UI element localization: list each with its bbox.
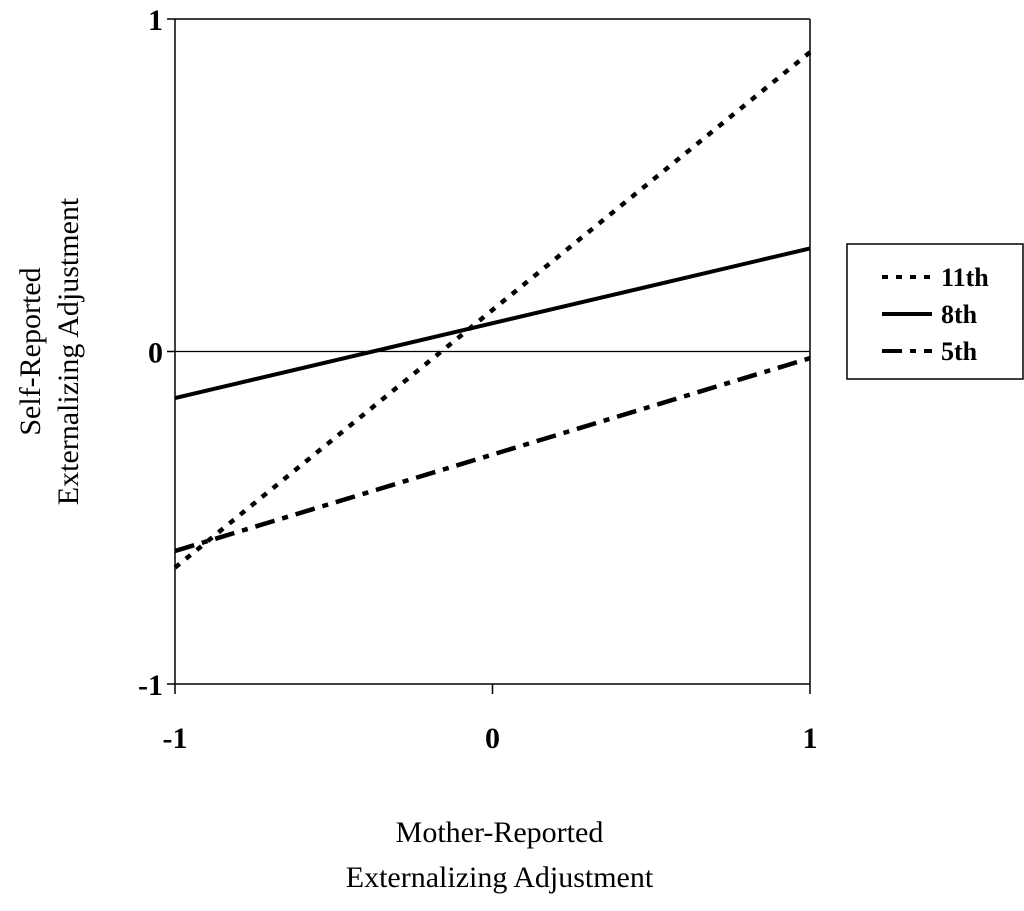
legend-label-8th: 8th [941,300,978,329]
x-axis-title-line: Mother-Reported [396,816,604,849]
legend-label-5th: 5th [941,337,978,366]
legend-label-11th: 11th [941,263,989,292]
legend-box [846,243,1024,380]
x-axis-ticks: -1 0 1 [163,684,818,755]
x-tick-label: 0 [485,722,500,755]
y-tick-label: 1 [148,4,163,37]
y-tick-label: 0 [148,337,163,370]
y-axis-title-line: Self-Reported [14,267,47,435]
legend: 11th 8th 5th [846,243,1024,380]
x-axis-title: Mother-Reported Externalizing Adjustment [346,816,654,894]
series-line-8th [174,246,811,400]
series-line-11th [173,50,812,570]
y-axis-ticks: -1 0 1 [138,4,175,702]
y-axis-title: Self-Reported Externalizing Adjustment [14,197,85,505]
x-tick-label: 1 [803,722,818,755]
x-axis-title-line: Externalizing Adjustment [346,861,654,894]
y-axis-title-line: Externalizing Adjustment [52,197,85,505]
x-tick-label: -1 [163,722,188,755]
series-line-5th [174,355,811,554]
series-group [173,50,812,570]
y-tick-label: -1 [138,669,163,702]
